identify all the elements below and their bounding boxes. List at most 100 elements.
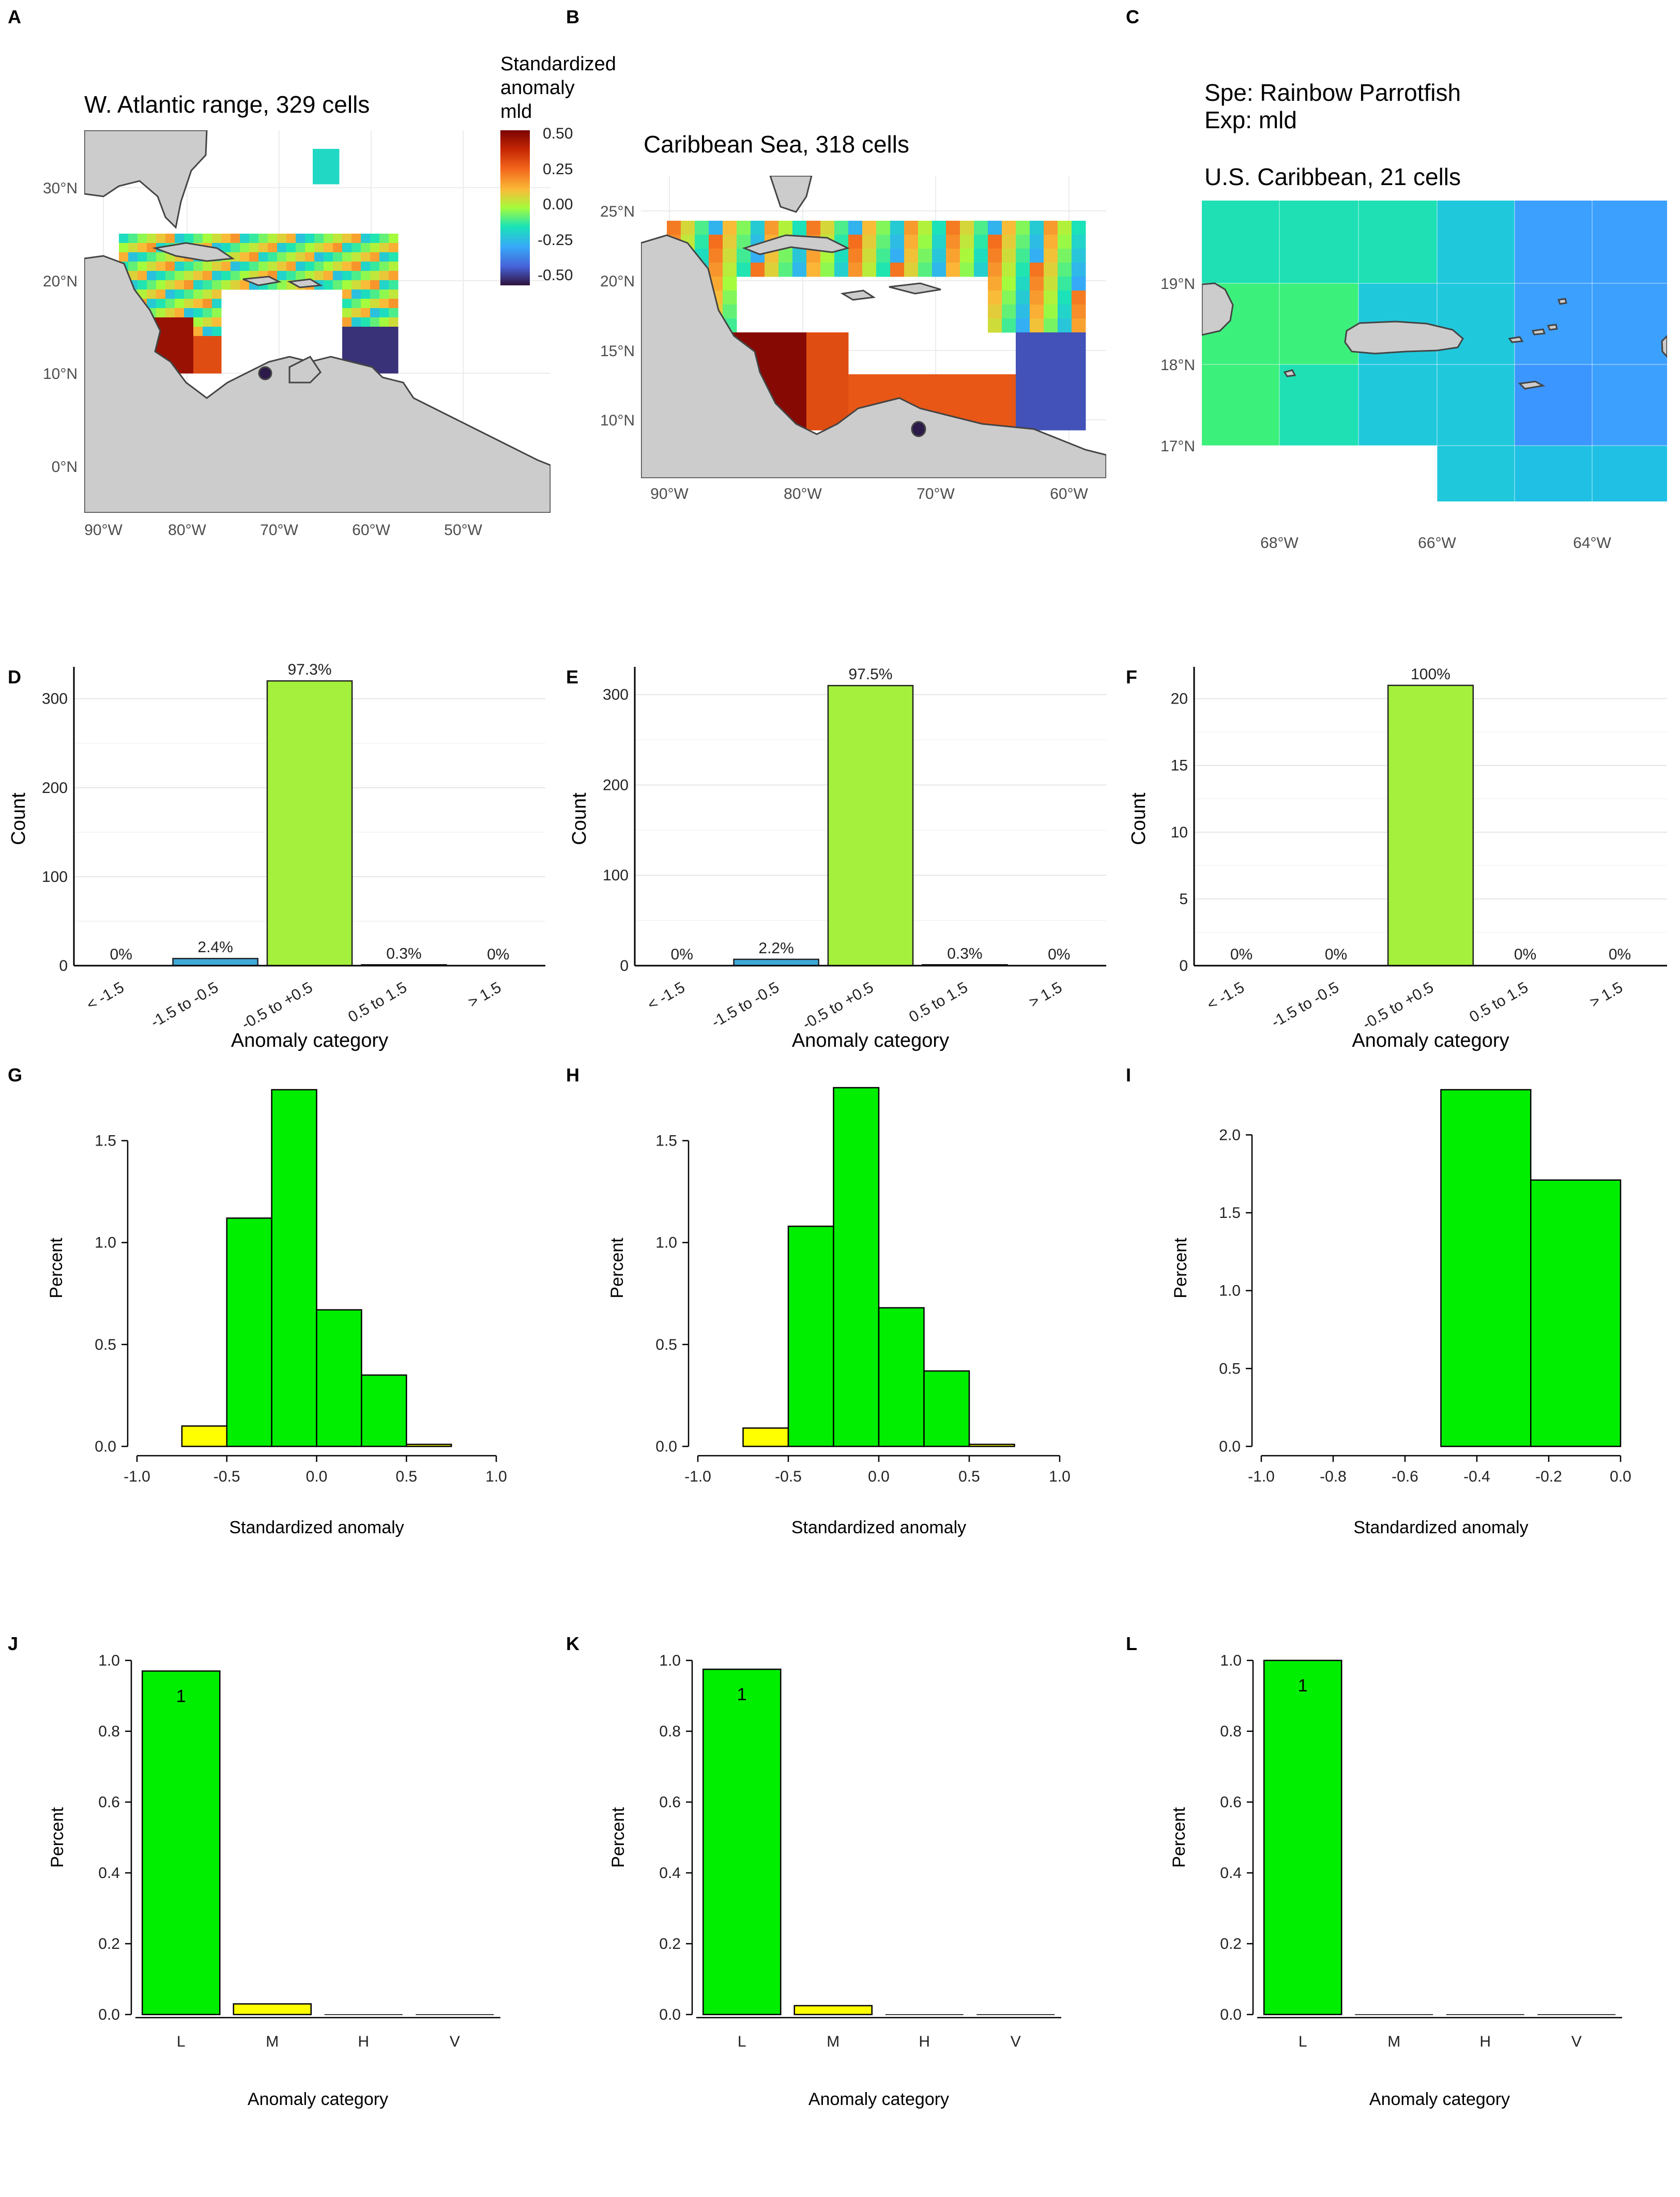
anomaly-cell (175, 234, 185, 243)
anomaly-cell (314, 243, 324, 253)
map-b-lon-label: 80°W (784, 485, 822, 502)
anomaly-cell (765, 221, 779, 235)
anomaly-cell (193, 308, 203, 318)
anomaly-cell (765, 332, 779, 347)
anomaly-cell (960, 263, 974, 277)
y-tick-label: 100 (603, 867, 629, 884)
anomaly-cell (792, 360, 807, 375)
anomaly-cell (352, 243, 361, 253)
anomaly-cell (1072, 249, 1086, 263)
anomaly-cell (203, 308, 212, 318)
y-axis-title: Percent (607, 1238, 627, 1299)
anomaly-cell (193, 317, 203, 327)
histogram-bar (316, 1309, 362, 1447)
histogram-bar (181, 1425, 227, 1447)
anomaly-cell (1030, 402, 1044, 417)
histogram-bar (226, 1217, 272, 1447)
anomaly-cell (806, 402, 821, 417)
anomaly-cell (723, 304, 737, 319)
x-tick-label: 0.5 to 1.5 (906, 979, 971, 1026)
anomaly-cell (379, 243, 389, 253)
anomaly-cell (1030, 360, 1044, 375)
x-tick-label: V (1011, 2033, 1021, 2050)
x-tick-label: 0.0 (868, 1468, 890, 1485)
anomaly-cell (175, 299, 185, 309)
anomaly-cell (370, 252, 380, 262)
anomaly-cell (974, 388, 988, 403)
anomaly-cell (389, 317, 399, 327)
anomaly-cell (324, 262, 333, 271)
anomaly-cell (389, 243, 399, 253)
anomaly-cell (361, 355, 371, 364)
legend-title-line: mld (500, 101, 532, 123)
anomaly-cell (904, 249, 919, 263)
anomaly-cell (231, 280, 240, 290)
anomaly-cell (1072, 416, 1086, 431)
anomaly-cell (723, 291, 737, 305)
anomaly-cell (820, 388, 835, 403)
anomaly-cell (1044, 318, 1058, 333)
anomaly-cell (1016, 304, 1030, 319)
anomaly-cell (268, 252, 278, 262)
anomaly-cell (1044, 360, 1058, 375)
anomaly-cell (834, 263, 849, 277)
anomaly-cell (305, 234, 315, 243)
anomaly-cell (932, 249, 946, 263)
anomaly-cell (156, 289, 166, 299)
y-axis-title: Percent (608, 1807, 628, 1868)
anomaly-cell (1016, 235, 1030, 249)
anomaly-cell (1072, 374, 1086, 389)
anomaly-cell (212, 308, 222, 318)
anomaly-cell (709, 249, 723, 263)
anomaly-cell (156, 280, 166, 290)
anomaly-cell (806, 221, 821, 235)
anomaly-cell (342, 317, 352, 327)
anomaly-cell (709, 263, 723, 277)
x-axis-title: Anomaly category (231, 1030, 388, 1051)
anomaly-cell (342, 336, 352, 346)
bar-value-label: 2.2% (758, 940, 793, 957)
anomaly-cell (212, 280, 222, 290)
anomaly-cell (212, 299, 222, 309)
anomaly-cell (848, 221, 863, 235)
anomaly-cell (203, 262, 212, 271)
chart-k: L M H V 1 0.0 0.2 0.4 0.6 0.8 1.0 Anomaly category P… (608, 1652, 1061, 2109)
anomaly-cell (156, 345, 166, 355)
anomaly-cell (862, 374, 877, 389)
anomaly-cell (313, 166, 322, 176)
anomaly-cell (389, 234, 399, 243)
anomaly-cell (1016, 277, 1030, 291)
anomaly-cell (974, 402, 988, 417)
x-tick-label: -0.5 to +0.5 (1360, 979, 1437, 1033)
anomaly-cell (946, 249, 960, 263)
map-b-lat-label: 10°N (600, 412, 635, 429)
anomaly-cell (330, 158, 340, 167)
anomaly-cell (379, 327, 389, 337)
anomaly-cell (792, 346, 807, 361)
anomaly-cell (361, 327, 371, 337)
x-tick-label: -0.6 (1392, 1468, 1418, 1485)
anomaly-cell (370, 355, 380, 364)
legend-colorbar (500, 130, 530, 285)
anomaly-cell (1072, 402, 1086, 417)
anomaly-cell (370, 280, 380, 290)
anomaly-cell (296, 262, 306, 271)
map-b-land (641, 176, 1106, 478)
anomaly-cell (904, 388, 919, 403)
anomaly-cell (370, 289, 380, 299)
anomaly-cell (681, 221, 695, 235)
anomaly-cell (184, 355, 194, 364)
anomaly-cell (212, 345, 222, 355)
anomaly-cell (1016, 291, 1030, 305)
bar-value-label: 0% (1048, 946, 1070, 963)
anomaly-cell (389, 289, 399, 299)
anomaly-cell (342, 345, 352, 355)
anomaly-cell (876, 388, 891, 403)
anomaly-cell (240, 280, 250, 290)
anomaly-cell (1058, 263, 1072, 277)
anomaly-cell (389, 345, 399, 355)
anomaly-cell (268, 234, 278, 243)
anomaly-cell (212, 327, 222, 337)
bar-value-label: 0% (1609, 946, 1631, 963)
anomaly-cell (988, 374, 1002, 389)
